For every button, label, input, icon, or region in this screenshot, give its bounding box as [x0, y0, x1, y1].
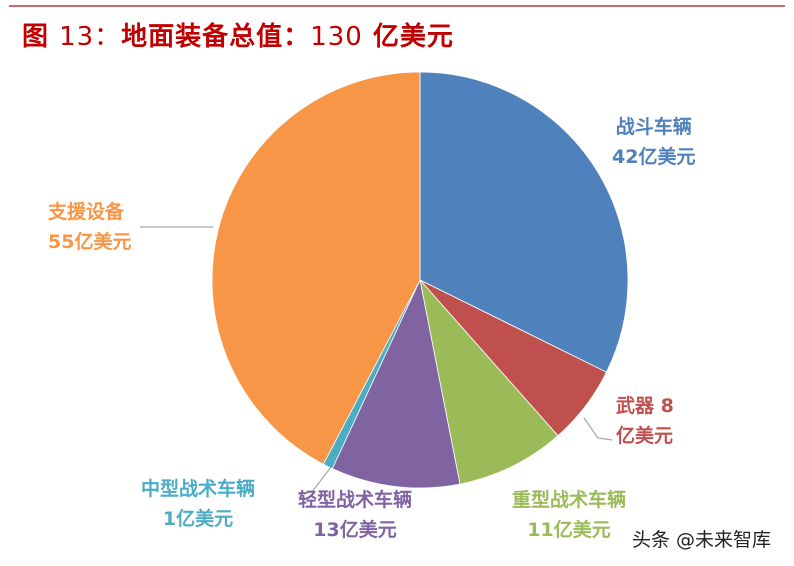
label-value: 11亿美元	[527, 519, 611, 541]
pie-slices	[211, 71, 629, 489]
leader-lines	[140, 226, 613, 495]
title-text: 地面装备总值：	[121, 22, 311, 52]
total-value: 130	[310, 22, 363, 52]
label-name: 支援设备	[48, 201, 125, 223]
figure-label: 图	[22, 22, 50, 52]
slice-combat-vehicles	[419, 71, 629, 373]
label-combat-vehicles: 战斗车辆 42亿美元	[612, 112, 695, 172]
label-support-equipment: 支援设备 55亿美元	[48, 197, 131, 257]
leader-line-medium	[297, 466, 332, 495]
label-name: 轻型战术车辆	[298, 489, 413, 511]
watermark: 头条 @未来智库	[632, 529, 772, 551]
label-value: 1亿美元	[162, 508, 234, 530]
leader-line-weapons	[583, 417, 613, 441]
top-rule	[9, 5, 785, 7]
label-light-tactical: 轻型战术车辆 13亿美元	[298, 485, 412, 545]
label-weapons: 武器 8 亿美元	[616, 391, 674, 451]
label-name: 重型战术车辆	[512, 489, 627, 511]
label-value: 55亿美元	[48, 231, 132, 253]
label-name: 中型战术车辆	[141, 478, 256, 500]
total-unit: 亿美元	[372, 22, 454, 52]
label-name: 战斗车辆	[615, 116, 692, 138]
slice-heavy-tactical	[419, 278, 559, 485]
label-medium-tactical: 中型战术车辆 1亿美元	[141, 474, 255, 534]
chart-title: 图 13：地面装备总值：130 亿美元	[22, 16, 454, 53]
label-heavy-tactical: 重型战术车辆 11亿美元	[512, 485, 626, 545]
figure-number: 13：	[59, 22, 122, 52]
slice-support-equipment	[211, 71, 421, 465]
label-value: 42亿美元	[612, 146, 696, 168]
label-value: 13亿美元	[313, 519, 397, 541]
label-value: 亿美元	[616, 425, 674, 447]
slice-light-tactical	[331, 278, 461, 489]
label-name: 武器 8	[616, 395, 674, 417]
